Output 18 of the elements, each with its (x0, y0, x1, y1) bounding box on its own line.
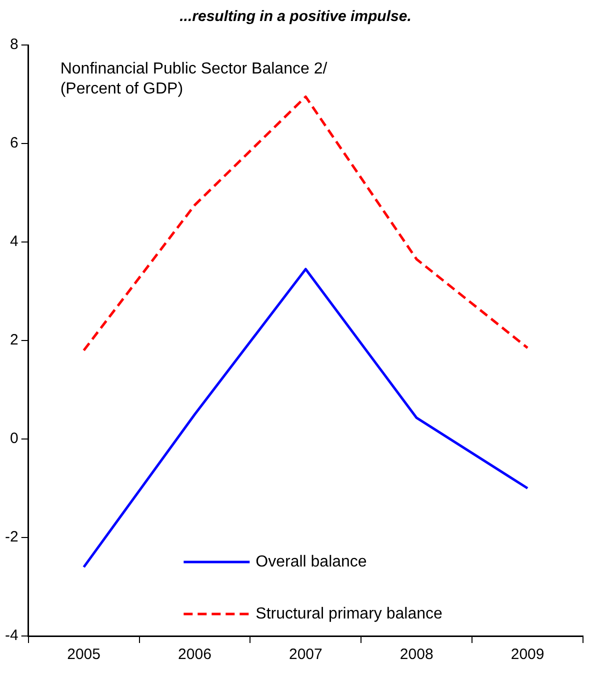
y-tick-label: -2 (4, 528, 18, 546)
y-tick-label: 2 (10, 332, 18, 349)
x-tick-label: 2005 (67, 646, 100, 664)
annotation: Nonfinancial Public Sector Balance 2/ (60, 60, 328, 78)
x-tick-label: 2009 (510, 646, 544, 664)
x-tick-label: 2006 (178, 646, 212, 664)
y-tick-label: 6 (10, 134, 18, 152)
y-tick-label: 8 (10, 36, 18, 54)
legend-label: Overall balance (256, 553, 367, 570)
x-tick-label: 2007 (288, 646, 322, 664)
chart-title: ...resulting in a positive impulse. (178, 8, 412, 25)
x-tick-label: 2008 (400, 646, 434, 664)
y-tick-label: 4 (10, 233, 18, 250)
y-tick-label: 0 (10, 430, 18, 448)
legend-label: Structural primary balance (256, 605, 442, 622)
y-tick-label: -4 (4, 627, 18, 644)
annotation: (Percent of GDP) (60, 80, 184, 98)
line-series (82, 95, 529, 352)
